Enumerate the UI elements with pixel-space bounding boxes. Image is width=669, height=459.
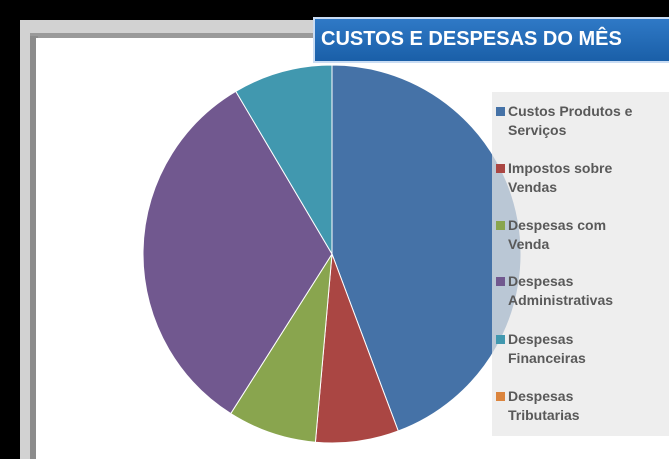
legend-item-tributarias: Despesas Tributarias xyxy=(496,387,580,425)
legend-label: Serviços xyxy=(508,122,567,138)
legend-label: Despesas xyxy=(508,331,574,347)
legend-label: Despesas xyxy=(508,388,574,404)
legend-label: Custos Produtos e xyxy=(508,103,633,119)
legend-item-despesas-venda: Despesas com Venda xyxy=(496,216,607,254)
chart-legend: Custos Produtos e Serviços Impostos sobr… xyxy=(492,92,669,436)
legend-swatch xyxy=(496,277,505,286)
legend-label: Venda xyxy=(508,236,550,252)
legend-label: Vendas xyxy=(508,179,558,195)
legend-item-impostos: Impostos sobre Vendas xyxy=(496,159,613,197)
legend-label: Administrativas xyxy=(508,292,614,308)
legend-swatch xyxy=(496,335,505,344)
legend-swatch xyxy=(496,164,505,173)
legend-swatch xyxy=(496,221,505,230)
legend-swatch xyxy=(496,107,505,116)
legend-label: Financeiras xyxy=(508,350,586,366)
pie-slice-financeiras xyxy=(235,64,333,256)
pie-slice-administrativas xyxy=(142,90,333,415)
frame-shadow-left xyxy=(30,36,38,459)
legend-item-administrativas: Despesas Administrativas xyxy=(496,272,614,310)
legend-item-custos: Custos Produtos e Serviços xyxy=(496,102,633,140)
legend-label: Despesas xyxy=(508,273,574,289)
legend-swatch xyxy=(496,392,505,401)
chart-title: CUSTOS E DESPESAS DO MÊS xyxy=(313,17,669,63)
legend-label: Despesas com xyxy=(508,217,607,233)
legend-item-financeiras: Despesas Financeiras xyxy=(496,330,586,368)
legend-label: Tributarias xyxy=(508,407,580,423)
legend-label: Impostos sobre xyxy=(508,160,613,176)
